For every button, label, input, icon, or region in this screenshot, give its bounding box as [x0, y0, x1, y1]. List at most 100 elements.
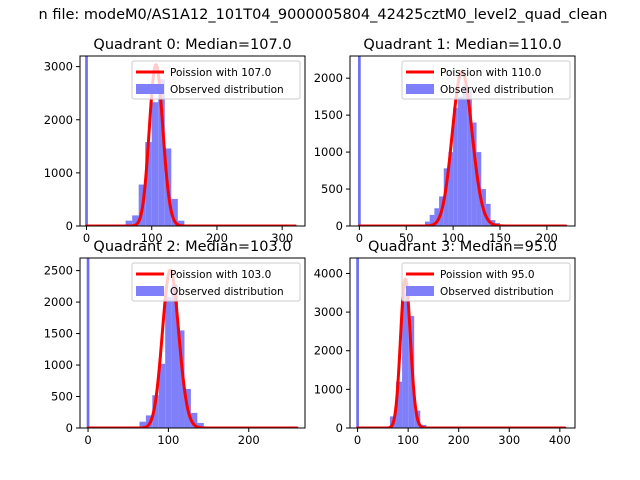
x-tick-label: 200 — [206, 231, 228, 245]
y-tick-label: 3000 — [44, 60, 73, 74]
legend: Poission with 107.0 Observed distribution — [131, 60, 301, 100]
hist-bar — [152, 395, 159, 428]
legend-label-observed: Observed distribution — [170, 286, 284, 298]
y-tick-label: 0 — [336, 219, 343, 233]
hist-bar — [467, 89, 472, 226]
x-tick-label: 200 — [448, 433, 470, 447]
legend-bar-swatch — [406, 286, 434, 296]
legend-label-poisson: Poission with 110.0 — [440, 67, 541, 79]
hist-spike-bar — [85, 56, 88, 226]
chart-title: Quadrant 0: Median=107.0 — [93, 37, 291, 53]
y-tick-label: 1000 — [314, 382, 343, 396]
y-tick-label: 2000 — [44, 113, 73, 127]
legend-label-poisson: Poission with 107.0 — [170, 67, 271, 79]
legend-box — [131, 262, 301, 302]
y-tick-label: 0 — [336, 421, 343, 435]
y-tick-label: 1500 — [314, 108, 343, 122]
hist-bar — [139, 421, 146, 428]
figure-title: n file: modeM0/AS1A12_101T04_9000005804_… — [39, 7, 608, 23]
hist-bar — [453, 107, 458, 226]
x-tick-label: 100 — [442, 231, 464, 245]
hist-bar — [158, 363, 166, 428]
hist-bar — [132, 215, 139, 226]
x-tick-label: 200 — [238, 433, 260, 447]
axes-frame — [79, 55, 306, 227]
hist-bar — [151, 102, 159, 226]
poisson-line — [86, 268, 299, 428]
hist-bar — [425, 221, 430, 226]
hist-bar — [434, 208, 440, 226]
y-tick-label: 2000 — [314, 71, 343, 85]
hist-bar — [171, 284, 179, 428]
hist-bar — [197, 422, 204, 428]
y-tick-label: 1500 — [44, 327, 73, 341]
legend-label-observed: Observed distribution — [440, 84, 554, 96]
plot-area — [356, 258, 567, 428]
legend-box — [131, 60, 301, 100]
hist-bar — [190, 412, 198, 428]
hist-bar — [485, 203, 491, 226]
poisson-line — [356, 277, 567, 428]
hist-bar — [429, 214, 435, 226]
legend-label-observed: Observed distribution — [440, 286, 554, 298]
legend-box — [401, 262, 571, 302]
legend: Poission with 95.0 Observed distribution — [401, 262, 571, 302]
legend: Poission with 103.0 Observed distribution — [131, 262, 301, 302]
legend-bar-swatch — [136, 286, 164, 296]
y-tick-label: 1000 — [44, 358, 73, 372]
hist-bar — [145, 142, 152, 226]
y-tick-label: 2000 — [44, 295, 73, 309]
hist-bar — [396, 381, 403, 428]
x-tick-label: 200 — [536, 231, 558, 245]
hist-spike-bar — [86, 258, 90, 428]
hist-bar — [462, 85, 468, 226]
y-tick-label: 3000 — [314, 305, 343, 319]
y-tick-label: 500 — [321, 182, 343, 196]
y-tick-label: 1000 — [314, 145, 343, 159]
hist-bar — [165, 297, 172, 428]
x-tick-label: 0 — [354, 433, 361, 447]
x-tick-label: 150 — [489, 231, 511, 245]
hist-spike-bar — [358, 56, 361, 226]
legend: Poission with 110.0 Observed distribution — [401, 60, 571, 100]
y-tick-label: 1000 — [44, 166, 73, 180]
y-tick-label: 2000 — [314, 344, 343, 358]
axes-frame — [349, 55, 576, 227]
y-tick-label: 4000 — [314, 266, 343, 280]
chart-title: Quadrant 3: Median=95.0 — [368, 239, 557, 255]
x-tick-label: 400 — [549, 433, 571, 447]
x-tick-label: 0 — [83, 231, 90, 245]
chart-title: Quadrant 2: Median=103.0 — [93, 239, 291, 255]
x-tick-label: 0 — [356, 231, 363, 245]
plot-area — [86, 258, 299, 428]
hist-bar — [171, 198, 178, 226]
plot-area — [85, 56, 297, 226]
axes-frame — [349, 257, 576, 429]
legend-box — [401, 60, 571, 100]
axes-frame — [79, 257, 306, 429]
legend-label-poisson: Poission with 103.0 — [170, 269, 271, 281]
x-tick-label: 100 — [141, 231, 163, 245]
hist-bar — [443, 168, 449, 226]
x-tick-label: 50 — [399, 231, 414, 245]
legend-bar-swatch — [406, 84, 434, 94]
hist-bar — [471, 122, 477, 226]
x-tick-label: 300 — [498, 433, 520, 447]
x-tick-label: 300 — [271, 231, 293, 245]
hist-bar — [178, 330, 185, 428]
x-tick-label: 100 — [157, 433, 179, 447]
legend-label-poisson: Poission with 95.0 — [440, 269, 535, 281]
hist-bar — [125, 220, 133, 226]
legend-bar-swatch — [136, 84, 164, 94]
legend-label-observed: Observed distribution — [170, 84, 284, 96]
chart-title: Quadrant 1: Median=110.0 — [363, 37, 561, 53]
y-tick-label: 0 — [66, 421, 73, 435]
hist-bar — [402, 292, 409, 428]
hist-bar — [158, 79, 165, 226]
y-tick-label: 500 — [51, 390, 73, 404]
